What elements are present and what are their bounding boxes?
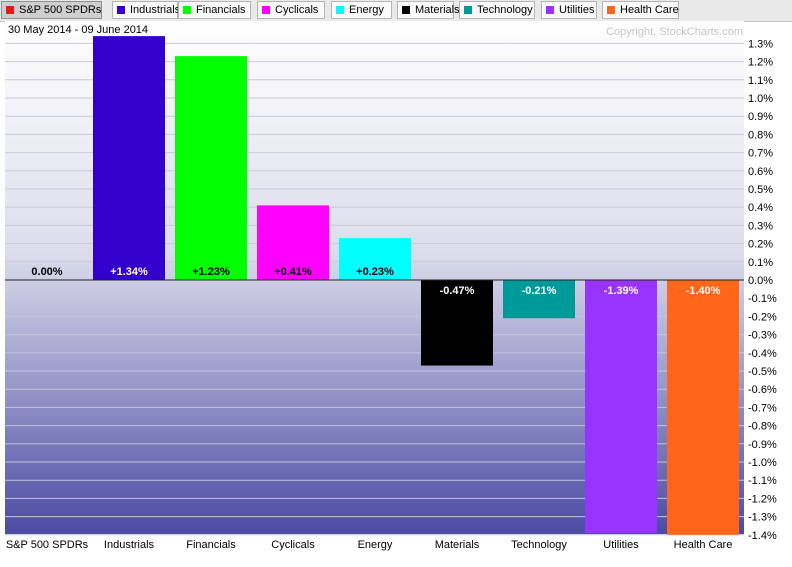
- y-tick-label: -1.2%: [748, 493, 777, 505]
- category-label-technology: Technology: [511, 539, 567, 551]
- y-tick-label: -1.3%: [748, 512, 777, 524]
- chart-area: 0.00% +1.34% +1.23% +0.41% +0.23% -0.47% -0.21…: [5, 21, 777, 551]
- value-label-utilities: -1.39%: [604, 285, 639, 297]
- category-label-energy: Energy: [358, 539, 393, 551]
- bar-materials[interactable]: [421, 280, 493, 366]
- date-range: 30 May 2014 - 09 June 2014: [8, 24, 148, 36]
- value-label-cyclicals: +0.41%: [274, 266, 312, 278]
- value-label-energy: +0.23%: [356, 266, 394, 278]
- y-tick-label: -0.4%: [748, 348, 777, 360]
- y-tick-label: 0.7%: [748, 148, 773, 160]
- y-tick-label: 0.0%: [748, 275, 773, 287]
- legend-swatch: [262, 6, 270, 14]
- value-label-health-care: -1.40%: [686, 285, 721, 297]
- y-tick-label: -0.1%: [748, 293, 777, 305]
- bars: 0.00% +1.34% +1.23% +0.41% +0.23% -0.47% -0.21…: [31, 36, 739, 535]
- y-tick-label: -1.0%: [748, 457, 777, 469]
- y-tick-label: 1.3%: [748, 38, 773, 50]
- y-tick-label: -1.1%: [748, 475, 777, 487]
- y-tick-label: 1.2%: [748, 57, 773, 69]
- legend-label: Cyclicals: [275, 4, 319, 16]
- bar-cyclicals[interactable]: [257, 205, 329, 280]
- y-tick-label: 0.1%: [748, 257, 773, 269]
- legend-label: Technology: [477, 4, 533, 16]
- legend-swatch: [6, 6, 14, 14]
- value-label-sandp-500-spdrs: 0.00%: [31, 266, 62, 278]
- legend-item-technology[interactable]: Technology: [459, 1, 535, 19]
- y-tick-label: 0.8%: [748, 129, 773, 141]
- legend-label: Industrials: [130, 4, 181, 16]
- y-tick-label: 0.6%: [748, 166, 773, 178]
- y-tick-label: -0.9%: [748, 439, 777, 451]
- legend-label: Materials: [415, 4, 460, 16]
- category-label-financials: Financials: [186, 539, 236, 551]
- y-tick-label: -0.6%: [748, 384, 777, 396]
- category-label-health-care: Health Care: [674, 539, 733, 551]
- value-label-materials: -0.47%: [440, 285, 475, 297]
- legend-swatch: [464, 6, 472, 14]
- legend-item-health-care[interactable]: Health Care: [602, 1, 679, 19]
- bar-financials[interactable]: [175, 56, 247, 280]
- y-tick-label: -0.8%: [748, 421, 777, 433]
- y-tick-label: 0.9%: [748, 111, 773, 123]
- bar-technology[interactable]: [503, 280, 575, 319]
- category-label-industrials: Industrials: [104, 539, 155, 551]
- y-tick-label: -0.2%: [748, 311, 777, 323]
- legend-bar: S&P 500 SPDRs Industrials Financials Cyclic…: [0, 0, 792, 22]
- copyright: Copyright, StockCharts.com: [606, 26, 743, 38]
- legend-label: Health Care: [620, 4, 679, 16]
- value-label-industrials: +1.34%: [110, 266, 148, 278]
- y-axis: 1.3% 1.2% 1.1% 1.0% 0.9% 0.8% 0.7% 0.6% 0.5% 0.4%…: [748, 38, 777, 541]
- y-tick-label: 1.0%: [748, 93, 773, 105]
- legend-item-materials[interactable]: Materials: [397, 1, 460, 19]
- y-tick-label: 1.1%: [748, 75, 773, 87]
- category-label-sandp-500-spdrs: S&P 500 SPDRs: [6, 539, 89, 551]
- bar-energy[interactable]: [339, 238, 411, 280]
- legend-item-financials[interactable]: Financials: [178, 1, 251, 19]
- y-tick-label: -0.3%: [748, 330, 777, 342]
- legend-item-energy[interactable]: Energy: [331, 1, 392, 19]
- legend-label: S&P 500 SPDRs: [19, 4, 102, 16]
- legend-swatch: [336, 6, 344, 14]
- legend-swatch: [402, 6, 410, 14]
- y-tick-label: -0.7%: [748, 402, 777, 414]
- legend-swatch: [546, 6, 554, 14]
- y-tick-label: 0.2%: [748, 239, 773, 251]
- y-tick-label: -1.4%: [748, 530, 777, 542]
- y-tick-label: 0.5%: [748, 184, 773, 196]
- value-label-technology: -0.21%: [522, 285, 557, 297]
- legend-label: Utilities: [559, 4, 595, 16]
- y-tick-label: 0.4%: [748, 202, 773, 214]
- value-label-financials: +1.23%: [192, 266, 230, 278]
- x-axis: S&P 500 SPDRs Industrials Financials Cyclic…: [6, 539, 733, 551]
- y-tick-label: -0.5%: [748, 366, 777, 378]
- bar-health-care[interactable]: [667, 280, 739, 535]
- legend-item-sandp-500-spdrs[interactable]: S&P 500 SPDRs: [1, 1, 102, 19]
- legend-swatch: [117, 6, 125, 14]
- legend-swatch: [607, 6, 615, 14]
- legend-label: Financials: [196, 4, 246, 16]
- category-label-cyclicals: Cyclicals: [271, 539, 315, 551]
- legend-item-industrials[interactable]: Industrials: [112, 1, 181, 19]
- bar-industrials[interactable]: [93, 36, 165, 281]
- y-tick-label: 0.3%: [748, 220, 773, 232]
- legend-item-utilities[interactable]: Utilities: [541, 1, 597, 19]
- legend-swatch: [183, 6, 191, 14]
- legend-item-cyclicals[interactable]: Cyclicals: [257, 1, 325, 19]
- legend-label: Energy: [349, 4, 384, 16]
- bar-utilities[interactable]: [585, 280, 657, 533]
- category-label-utilities: Utilities: [603, 539, 639, 551]
- category-label-materials: Materials: [435, 539, 480, 551]
